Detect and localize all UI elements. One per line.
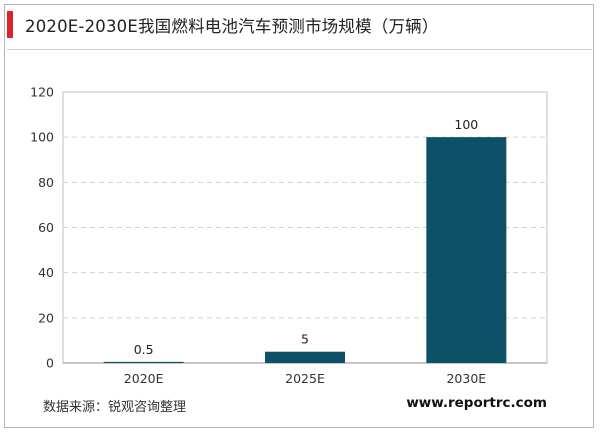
x-tick-label: 2020E bbox=[124, 371, 164, 386]
y-tick-label: 120 bbox=[30, 85, 54, 100]
chart-title: 2020E-2030E我国燃料电池汽车预测市场规模（万辆） bbox=[25, 16, 439, 36]
bar-2025e bbox=[265, 351, 345, 363]
bar-2020e bbox=[103, 361, 184, 363]
source-note: 数据来源：锐观咨询整理 bbox=[43, 400, 187, 415]
x-tick-label: 2025E bbox=[285, 371, 325, 386]
y-tick-label: 60 bbox=[38, 220, 54, 235]
title-divider bbox=[7, 49, 592, 50]
y-tick-label: 40 bbox=[38, 265, 54, 280]
y-tick-label: 0 bbox=[46, 356, 54, 371]
data-label: 5 bbox=[301, 332, 309, 347]
y-tick-label: 80 bbox=[38, 175, 54, 190]
x-tick-label: 2030E bbox=[446, 371, 486, 386]
y-tick-label: 20 bbox=[38, 310, 54, 325]
y-tick-label: 100 bbox=[30, 130, 54, 145]
title-bar: 2020E-2030E我国燃料电池汽车预测市场规模（万辆） bbox=[4, 11, 594, 38]
data-label: 0.5 bbox=[134, 342, 154, 357]
website-url: www.reportrc.com bbox=[406, 395, 547, 411]
bar-2030e bbox=[426, 137, 507, 363]
data-label: 100 bbox=[454, 117, 478, 132]
title-accent-bar bbox=[7, 11, 13, 38]
